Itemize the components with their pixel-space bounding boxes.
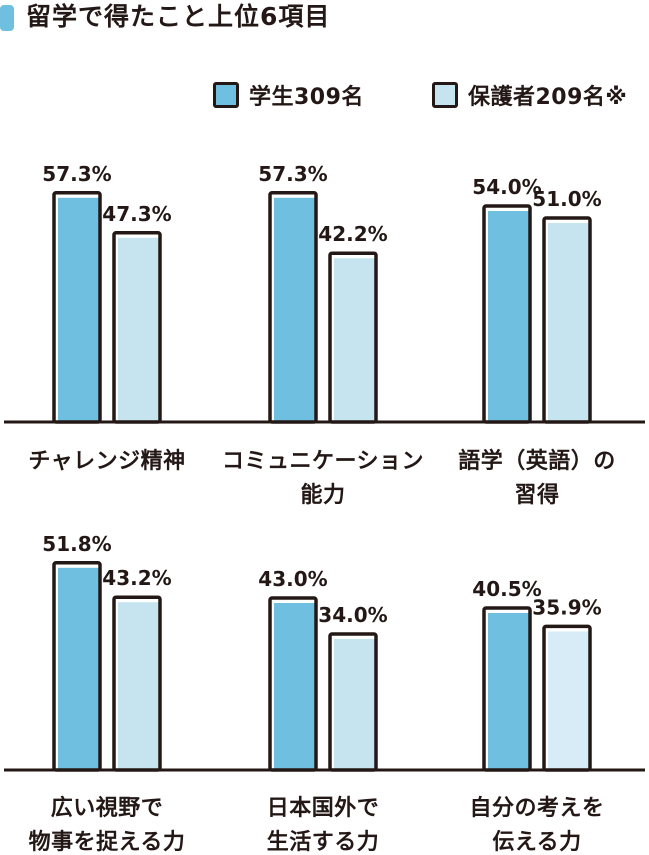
bar-fill-p1-c1-s0 bbox=[274, 603, 316, 770]
bar-fill-p0-c0-s0 bbox=[58, 197, 100, 422]
value-label-p1-c1-s0: 43.0% bbox=[258, 567, 327, 591]
legend-swatch-student bbox=[213, 82, 239, 108]
category-label-p1-c0-line0: 広い視野で bbox=[51, 795, 164, 821]
value-label-p1-c1-s1: 34.0% bbox=[318, 603, 387, 627]
bar-fill-p0-c1-s1 bbox=[334, 258, 376, 422]
value-label-p0-c2-s1: 51.0% bbox=[532, 187, 601, 211]
legend-label-guardian: 保護者209名※ bbox=[468, 85, 628, 110]
category-label-p0-c2-line0: 語学（英語）の bbox=[458, 448, 616, 474]
bar-fill-p0-c2-s0 bbox=[488, 211, 530, 422]
category-label-p1-c2-line0: 自分の考えを bbox=[469, 795, 604, 821]
bar-fill-p0-c2-s1 bbox=[548, 223, 590, 422]
category-label-p1-c2-line1: 伝える力 bbox=[492, 830, 581, 855]
category-label-p1-c1-line1: 生活する力 bbox=[267, 830, 380, 855]
value-label-p1-c2-s1: 35.9% bbox=[532, 595, 601, 619]
category-label-p1-c0-line1: 物事を捉える力 bbox=[29, 829, 186, 855]
chart-title: 留学で得たこと上位6項目 bbox=[26, 2, 331, 31]
category-label-p0-c2-line1: 習得 bbox=[514, 482, 559, 508]
legend-item-guardian: 保護者209名※ bbox=[432, 78, 627, 112]
legend-swatch-guardian bbox=[432, 82, 458, 108]
value-label-p0-c2-s0: 54.0% bbox=[472, 175, 541, 199]
value-label-p0-c0-s1: 47.3% bbox=[102, 202, 171, 226]
bar-fill-p1-c0-s0 bbox=[58, 567, 100, 770]
legend-item-student: 学生309名 bbox=[213, 78, 364, 112]
bar-fill-p0-c1-s0 bbox=[274, 197, 316, 422]
category-label-p0-c1-line1: 能力 bbox=[300, 482, 345, 508]
value-label-p0-c1-s0: 57.3% bbox=[258, 162, 327, 186]
bar-fill-p0-c0-s1 bbox=[118, 237, 160, 422]
value-label-p1-c2-s0: 40.5% bbox=[472, 577, 541, 601]
title-marker bbox=[0, 5, 14, 31]
value-label-p0-c0-s0: 57.3% bbox=[42, 162, 111, 186]
bar-fill-p1-c2-s0 bbox=[488, 613, 530, 770]
bar-fill-p1-c0-s1 bbox=[118, 602, 160, 770]
bar-fill-p1-c1-s1 bbox=[334, 639, 376, 770]
category-label-p0-c1-line0: コミュニケーション bbox=[222, 449, 424, 474]
value-label-p1-c0-s1: 43.2% bbox=[102, 566, 171, 590]
category-label-p1-c1-line0: 日本国外で bbox=[267, 795, 380, 821]
value-label-p0-c1-s1: 42.2% bbox=[318, 222, 387, 246]
value-label-p1-c0-s0: 51.8% bbox=[42, 532, 111, 556]
bar-fill-p1-c2-s1 bbox=[548, 631, 590, 770]
category-label-p0-c0-line0: チャレンジ精神 bbox=[28, 448, 185, 474]
legend-label-student: 学生309名 bbox=[249, 85, 364, 110]
